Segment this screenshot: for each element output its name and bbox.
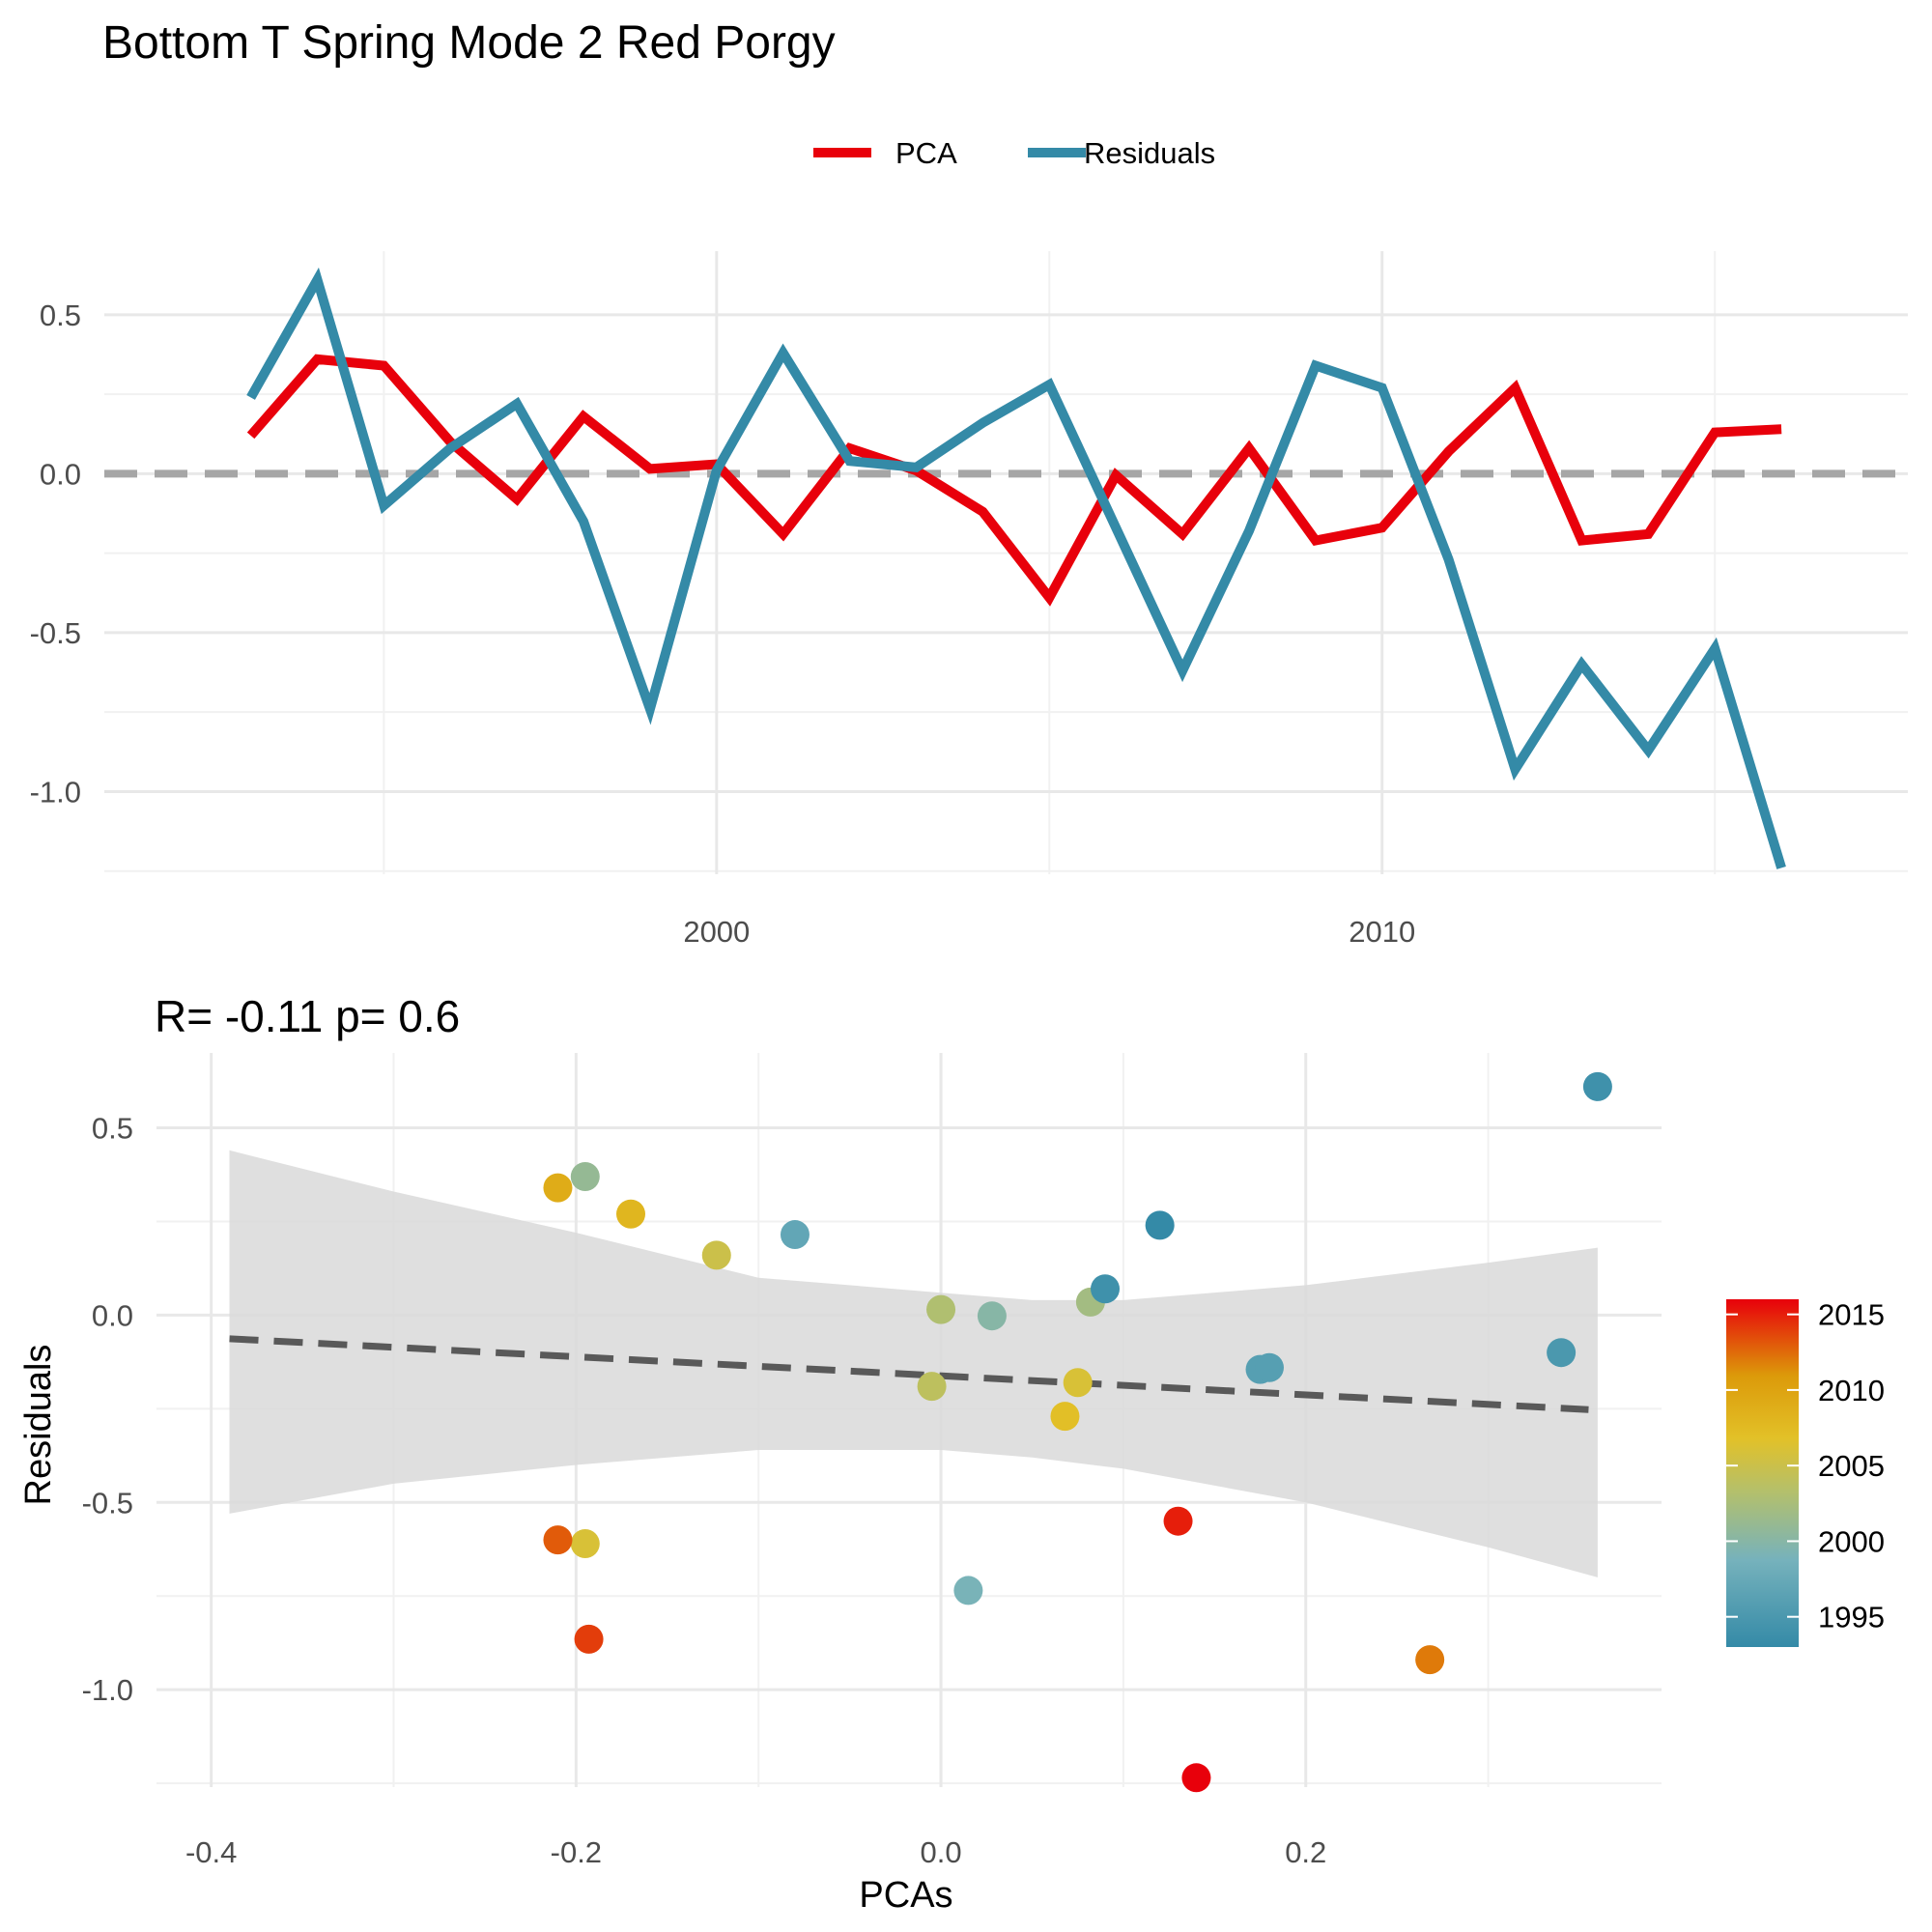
scatter-point <box>1091 1274 1121 1304</box>
scatter-point <box>1415 1645 1445 1675</box>
y-tick-label: -1.0 <box>82 1673 133 1707</box>
scatter-point <box>977 1301 1007 1331</box>
scatter-point <box>1254 1352 1284 1382</box>
y-tick-label: 0.0 <box>40 457 81 491</box>
time-series-panel: 2000 2010 -1.0 -0.5 0.0 0.5 <box>30 251 1908 949</box>
y-tick-label: -0.5 <box>30 616 81 650</box>
colorbar-tick-label: 2005 <box>1818 1449 1885 1483</box>
scatter-point <box>1145 1210 1175 1240</box>
y-tick-label: -1.0 <box>30 775 81 809</box>
colorbar-gradient <box>1726 1299 1799 1647</box>
x-tick-label: 0.2 <box>1285 1835 1326 1869</box>
scatter-point <box>1050 1402 1080 1432</box>
scatter-point <box>543 1173 573 1203</box>
colorbar-tick-label: 2010 <box>1818 1374 1885 1407</box>
scatter-point <box>616 1199 646 1229</box>
legend-label-pca: PCA <box>895 136 957 170</box>
x-tick-label: 0.0 <box>920 1835 961 1869</box>
scatter-point <box>1063 1368 1093 1398</box>
scatter-point <box>1582 1071 1612 1101</box>
y-tick-label: 0.5 <box>92 1112 133 1146</box>
regression-line <box>229 1335 1589 1413</box>
y-tick-label: 0.0 <box>92 1298 133 1332</box>
scatter-point <box>926 1294 956 1324</box>
scatter-point <box>953 1576 983 1605</box>
legend-label-residuals: Residuals <box>1084 136 1215 170</box>
y-tick-label: 0.5 <box>40 298 81 332</box>
confidence-band <box>229 1150 1598 1577</box>
colorbar-tick-label: 2015 <box>1818 1298 1885 1332</box>
scatter-panel: -0.4 -0.2 0.0 0.2 -1.0 -0.5 0.0 0.5 <box>82 1053 1662 1869</box>
series-line-residuals <box>246 267 1786 869</box>
scatter-point <box>543 1525 573 1555</box>
colorbar: 2015 2010 2005 2000 1995 <box>1726 1298 1885 1647</box>
y-tick-label: -0.5 <box>82 1486 133 1520</box>
correlation-subtitle: R= -0.11 p= 0.6 <box>155 991 460 1041</box>
x-tick-label: -0.4 <box>185 1835 237 1869</box>
x-tick-label: 2000 <box>683 915 750 949</box>
x-tick-label: -0.2 <box>551 1835 602 1869</box>
scatter-point <box>1181 1763 1211 1793</box>
colorbar-tick-label: 2000 <box>1818 1524 1885 1558</box>
scatter-point <box>917 1372 947 1402</box>
scatter-point <box>780 1220 810 1250</box>
y-axis-title: Residuals <box>18 1345 59 1506</box>
scatter-point <box>570 1528 600 1558</box>
scatter-point <box>570 1161 600 1191</box>
scatter-point <box>1163 1506 1193 1536</box>
series-line-pca <box>246 354 1782 607</box>
scatter-point <box>1547 1338 1577 1368</box>
legend: PCA Residuals <box>813 136 1215 170</box>
x-tick-label: 2010 <box>1349 915 1415 949</box>
figure-title: Bottom T Spring Mode 2 Red Porgy <box>102 17 836 69</box>
colorbar-tick-label: 1995 <box>1818 1601 1885 1634</box>
scatter-point <box>701 1240 731 1270</box>
scatter-point <box>574 1624 604 1654</box>
x-axis-title: PCAs <box>859 1875 952 1916</box>
